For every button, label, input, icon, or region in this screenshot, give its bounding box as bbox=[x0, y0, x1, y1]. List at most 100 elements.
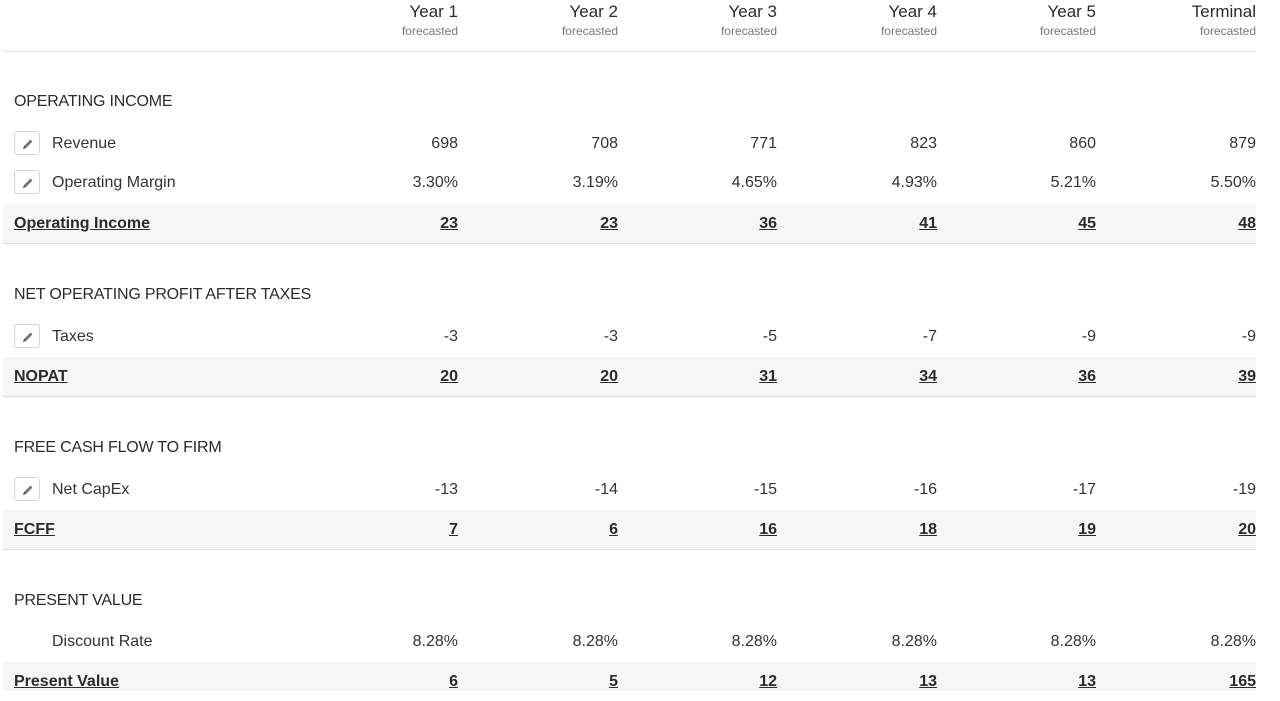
total-value: 6 bbox=[609, 521, 618, 538]
cell-value: 3.30% bbox=[412, 174, 458, 191]
total-value: 41 bbox=[919, 215, 937, 232]
column-year: Terminal bbox=[1191, 2, 1256, 21]
total-value: 12 bbox=[759, 673, 777, 690]
total-value: 23 bbox=[600, 215, 618, 232]
total-value: 13 bbox=[919, 673, 937, 690]
column-year: Year 1 bbox=[409, 2, 458, 21]
cell-value: 8.28% bbox=[572, 633, 618, 650]
row-label: Taxes bbox=[52, 328, 94, 345]
column-year: Year 2 bbox=[569, 2, 618, 21]
total-value: 34 bbox=[919, 368, 937, 385]
cell-value: -5 bbox=[762, 328, 777, 345]
cell-value: 8.28% bbox=[1050, 633, 1096, 650]
row-label: Revenue bbox=[52, 135, 117, 152]
total-value: 20 bbox=[440, 368, 458, 385]
total-label: NOPAT bbox=[14, 368, 68, 385]
section-title-operating-income: OPERATING INCOME bbox=[14, 93, 173, 110]
section-title-fcff: FREE CASH FLOW TO FIRM bbox=[14, 439, 222, 456]
total-value: 39 bbox=[1238, 368, 1256, 385]
cell-value: -9 bbox=[1241, 328, 1256, 345]
cell-value: 3.19% bbox=[572, 174, 618, 191]
cell-value: -3 bbox=[443, 328, 458, 345]
total-value: 19 bbox=[1078, 521, 1096, 538]
pencil-icon bbox=[23, 485, 33, 495]
column-header-year-2: Year 2 forecasted bbox=[488, 0, 618, 39]
pencil-icon bbox=[23, 139, 33, 149]
row-total-fcff: FCFF 7 6 16 18 19 20 bbox=[3, 510, 1256, 550]
total-value: 6 bbox=[449, 673, 458, 690]
column-subtitle: forecasted bbox=[561, 24, 618, 38]
total-label: FCFF bbox=[14, 521, 55, 538]
row-discount-rate: Discount Rate 8.28% 8.28% 8.28% 8.28% 8.… bbox=[3, 622, 1256, 661]
column-subtitle: forecasted bbox=[401, 24, 458, 38]
total-value: 23 bbox=[440, 215, 458, 232]
total-value: 20 bbox=[600, 368, 618, 385]
total-label: Present Value bbox=[14, 673, 119, 690]
cell-value: -16 bbox=[913, 481, 937, 498]
total-value: 16 bbox=[759, 521, 777, 538]
column-header-year-3: Year 3 forecasted bbox=[647, 0, 777, 39]
column-header-year-5: Year 5 forecasted bbox=[966, 0, 1096, 39]
cell-value: 879 bbox=[1229, 135, 1256, 152]
cell-value: 8.28% bbox=[731, 633, 777, 650]
cell-value: 708 bbox=[591, 135, 618, 152]
column-year: Year 4 bbox=[888, 2, 937, 21]
cell-value: -17 bbox=[1072, 481, 1096, 498]
row-net-capex: Net CapEx -13 -14 -15 -16 -17 -19 bbox=[3, 470, 1256, 509]
total-value: 45 bbox=[1078, 215, 1096, 232]
row-total-operating-income: Operating Income 23 23 36 41 45 48 bbox=[3, 204, 1256, 244]
row-revenue: Revenue 698 708 771 823 860 879 bbox=[3, 124, 1256, 163]
cell-value: 771 bbox=[750, 135, 777, 152]
row-label: Discount Rate bbox=[52, 633, 153, 650]
row-operating-margin: Operating Margin 3.30% 3.19% 4.65% 4.93%… bbox=[3, 163, 1256, 202]
total-value: 18 bbox=[919, 521, 937, 538]
cell-value: -9 bbox=[1081, 328, 1096, 345]
total-value: 36 bbox=[759, 215, 777, 232]
column-year: Year 3 bbox=[728, 2, 777, 21]
cell-value: 698 bbox=[431, 135, 458, 152]
edit-taxes-button[interactable] bbox=[14, 324, 40, 348]
edit-operating-margin-button[interactable] bbox=[14, 170, 40, 194]
cell-value: 5.21% bbox=[1050, 174, 1096, 191]
row-total-present-value: Present Value 6 5 12 13 13 165 bbox=[3, 662, 1256, 691]
column-year: Year 5 bbox=[1047, 2, 1096, 21]
cell-value: 860 bbox=[1069, 135, 1096, 152]
row-total-nopat: NOPAT 20 20 31 34 36 39 bbox=[3, 357, 1256, 397]
total-label: Operating Income bbox=[14, 215, 151, 232]
total-value: 7 bbox=[449, 521, 458, 538]
section-title-nopat: NET OPERATING PROFIT AFTER TAXES bbox=[14, 286, 312, 303]
table-header: Year 1 forecasted Year 2 forecasted Year… bbox=[3, 0, 1256, 52]
total-value: 165 bbox=[1229, 673, 1256, 690]
total-value: 48 bbox=[1238, 215, 1256, 232]
column-header-terminal: Terminal forecasted bbox=[1126, 0, 1256, 39]
cell-value: -13 bbox=[434, 481, 458, 498]
total-value: 13 bbox=[1078, 673, 1096, 690]
cell-value: 4.93% bbox=[891, 174, 937, 191]
cell-value: 823 bbox=[910, 135, 937, 152]
row-taxes: Taxes -3 -3 -5 -7 -9 -9 bbox=[3, 317, 1256, 356]
pencil-icon bbox=[23, 178, 33, 188]
total-value: 20 bbox=[1238, 521, 1256, 538]
cell-value: 8.28% bbox=[891, 633, 937, 650]
column-header-year-4: Year 4 forecasted bbox=[807, 0, 937, 39]
section-title-present-value: PRESENT VALUE bbox=[14, 592, 143, 609]
column-subtitle: forecasted bbox=[880, 24, 937, 38]
edit-net-capex-button[interactable] bbox=[14, 477, 40, 501]
cell-value: -19 bbox=[1232, 481, 1256, 498]
cell-value: -14 bbox=[594, 481, 618, 498]
pencil-icon bbox=[23, 332, 33, 342]
cell-value: 8.28% bbox=[412, 633, 458, 650]
total-value: 31 bbox=[759, 368, 777, 385]
cell-value: -15 bbox=[753, 481, 777, 498]
total-value: 5 bbox=[609, 673, 618, 690]
row-label: Operating Margin bbox=[52, 174, 176, 191]
cell-value: -3 bbox=[603, 328, 618, 345]
cell-value: 5.50% bbox=[1210, 174, 1256, 191]
total-value: 36 bbox=[1078, 368, 1096, 385]
edit-revenue-button[interactable] bbox=[14, 131, 40, 155]
column-header-year-1: Year 1 forecasted bbox=[328, 0, 458, 39]
column-subtitle: forecasted bbox=[1039, 24, 1096, 38]
cell-value: 4.65% bbox=[731, 174, 777, 191]
column-subtitle: forecasted bbox=[1199, 24, 1256, 38]
cell-value: 8.28% bbox=[1210, 633, 1256, 650]
